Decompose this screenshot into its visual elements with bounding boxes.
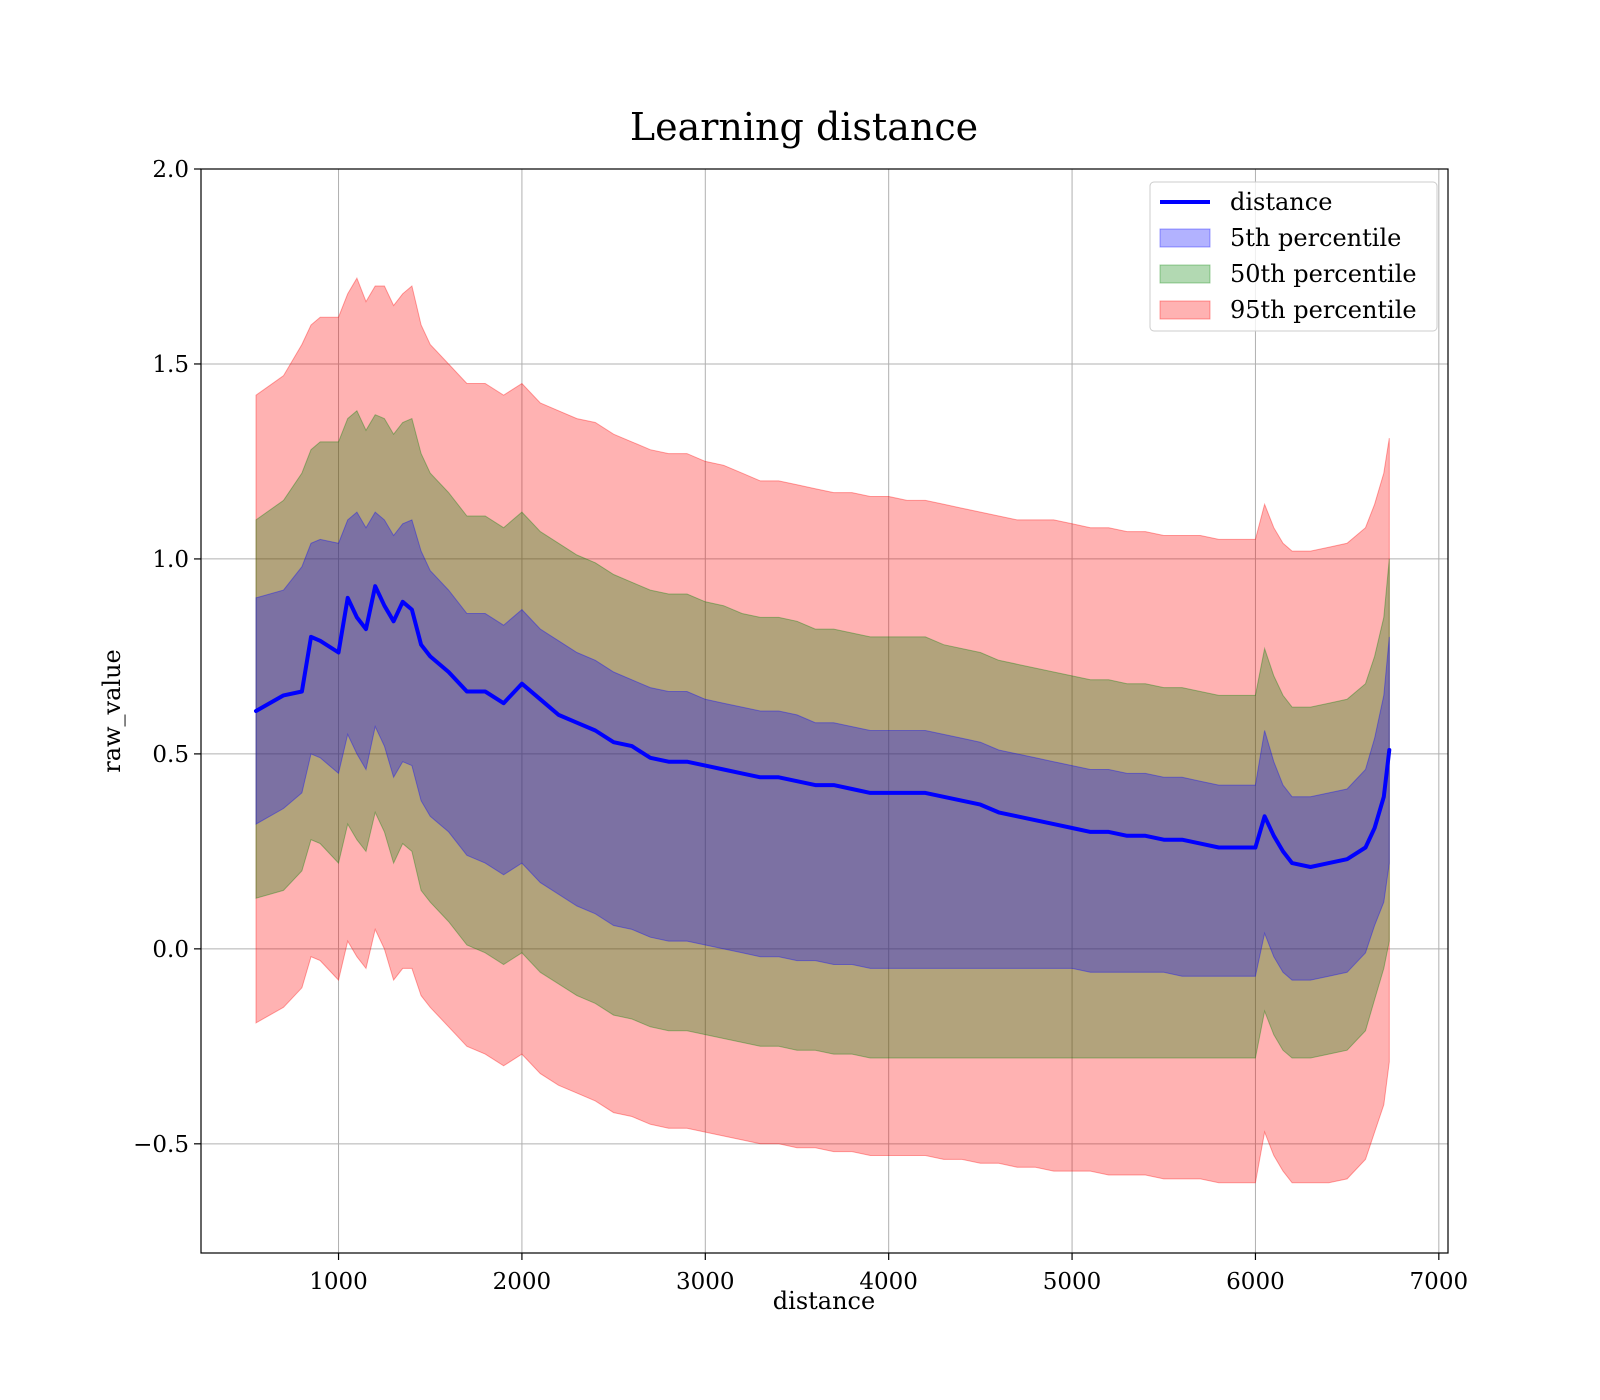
- y-axis: −0.5 0.0 0.5 1.0 1.5 2.0: [133, 157, 201, 1158]
- grid: [201, 168, 1448, 1253]
- x-tick-label-6: 7000: [1410, 1269, 1469, 1295]
- x-tick-label-3: 4000: [859, 1269, 918, 1295]
- y-tick-label-5: 2.0: [152, 157, 189, 183]
- y-tick-label-3: 1.0: [152, 547, 189, 573]
- x-axis-label: distance: [773, 1287, 875, 1315]
- y-tick-label-2: 0.5: [152, 742, 189, 768]
- y-tick-label-0: −0.5: [133, 1132, 189, 1158]
- chart-title: Learning distance: [630, 105, 978, 149]
- x-axis: 1000 2000 3000 4000 5000 6000 7000: [309, 1253, 1468, 1295]
- legend-label-3: 95th percentile: [1230, 296, 1417, 324]
- legend-label-0: distance: [1230, 188, 1332, 216]
- x-tick-label-4: 5000: [1043, 1269, 1102, 1295]
- series-line-distance: [254, 584, 1392, 869]
- legend: distance 5th percentile 50th percentile 95t…: [1149, 181, 1438, 332]
- y-tick-label-1: 0.0: [152, 937, 189, 963]
- x-tick-label-1: 2000: [493, 1269, 552, 1295]
- legend-swatch-2: [1159, 264, 1211, 284]
- legend-label-2: 50th percentile: [1230, 260, 1417, 288]
- y-axis-label: raw_value: [98, 649, 126, 773]
- x-tick-label-5: 6000: [1226, 1269, 1285, 1295]
- plot-frame: [200, 168, 1449, 1254]
- x-tick-label-2: 3000: [676, 1269, 735, 1295]
- band-5th-percentile: [255, 511, 1390, 981]
- percentile-bands: [255, 277, 1390, 1184]
- band-95th-percentile: [255, 277, 1390, 1184]
- legend-swatch-1: [1159, 228, 1211, 248]
- band-50th-percentile: [255, 409, 1390, 1059]
- y-tick-label-4: 1.5: [152, 352, 189, 378]
- x-tick-label-0: 1000: [309, 1269, 368, 1295]
- legend-label-1: 5th percentile: [1230, 224, 1401, 252]
- distance-series: [254, 584, 1392, 869]
- legend-swatch-3: [1159, 300, 1211, 320]
- legend-box: [1149, 181, 1438, 332]
